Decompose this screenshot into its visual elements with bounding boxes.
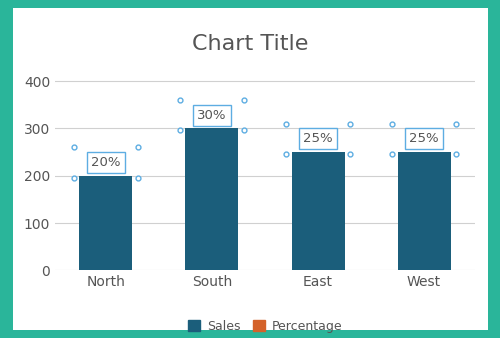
Bar xyxy=(292,152,344,270)
Text: 20%: 20% xyxy=(91,156,120,169)
Bar xyxy=(80,176,132,270)
Text: 25%: 25% xyxy=(410,132,439,145)
Bar xyxy=(186,128,238,270)
Text: 25%: 25% xyxy=(303,132,333,145)
Text: 30%: 30% xyxy=(197,109,226,122)
Legend: Sales, Percentage: Sales, Percentage xyxy=(183,315,347,338)
Bar xyxy=(398,152,450,270)
Text: Chart Title: Chart Title xyxy=(192,34,308,54)
